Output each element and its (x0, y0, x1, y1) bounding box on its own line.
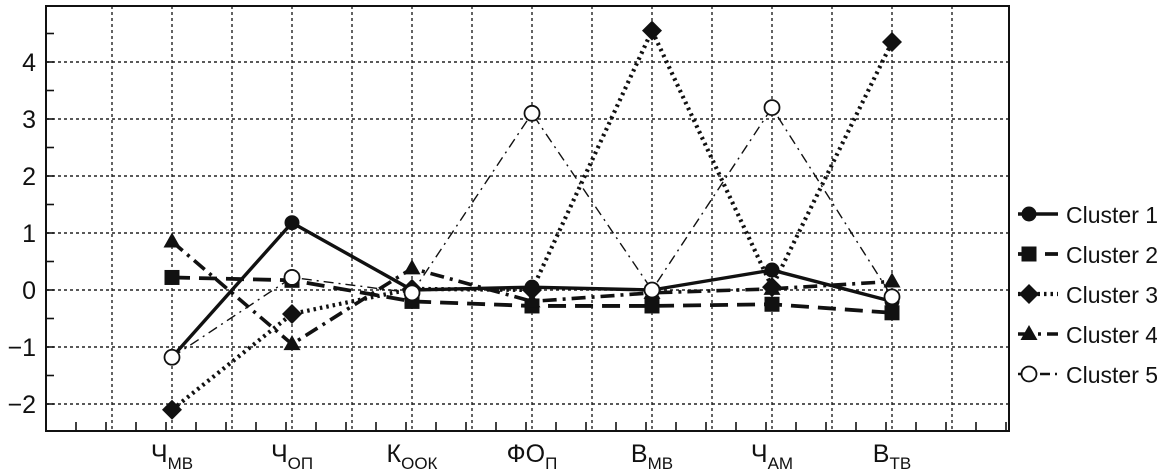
marker-circle-open (883, 288, 901, 306)
legend-label: Cluster 5 (1066, 362, 1157, 388)
y-tick-label: 2 (22, 163, 36, 191)
marker-circle-open (163, 348, 181, 366)
marker-circle (284, 215, 300, 231)
legend-item: Cluster 2 (1018, 242, 1157, 268)
legend-item: Cluster 1 (1018, 202, 1157, 228)
marker-triangle (163, 232, 181, 248)
marker-diamond (162, 399, 182, 420)
marker-diamond (1019, 284, 1039, 304)
y-tick-label: −1 (7, 334, 36, 362)
series-5 (163, 99, 901, 366)
x-tick-label: ЧАМ (751, 440, 793, 472)
y-axis-tick-labels: −2 −1 0 1 2 3 4 (7, 49, 36, 419)
marker-circle-open (403, 284, 421, 302)
marker-triangle (763, 279, 781, 295)
marker-circle-open (283, 269, 301, 286)
marker-triangle (1020, 325, 1038, 340)
marker-square (1021, 246, 1037, 262)
legend-label: Cluster 4 (1066, 322, 1157, 348)
plot-frame (45, 5, 1010, 432)
y-tick-label: 4 (22, 49, 36, 77)
marker-circle-open (523, 104, 541, 122)
y-tick-label: 1 (22, 220, 36, 248)
marker-triangle (283, 335, 301, 351)
marker-triangle (883, 272, 901, 288)
marker-square (884, 305, 900, 321)
marker-square (164, 269, 180, 285)
marker-square (764, 296, 780, 312)
y-tick-label: −2 (7, 391, 36, 419)
legend-label: Cluster 2 (1066, 242, 1157, 268)
x-tick-label: ФОП (507, 440, 558, 472)
marker-circle (1021, 206, 1037, 222)
marker-diamond (642, 20, 662, 41)
marker-circle (764, 262, 780, 278)
marker-circle-open (763, 99, 781, 116)
y-tick-label: 0 (22, 277, 36, 305)
series-line (170, 28, 894, 412)
legend-item: Cluster 4 (1018, 322, 1157, 348)
y-tick-label: 3 (22, 106, 36, 134)
series (162, 20, 902, 420)
x-tick-label: ВТВ (873, 440, 911, 472)
marker-circle-open (643, 281, 661, 299)
x-tick-label: ВМВ (631, 440, 673, 472)
legend-item: Cluster 5 (1018, 362, 1157, 388)
x-tick-label: ЧМВ (151, 440, 193, 472)
legend-item: Cluster 3 (1018, 282, 1157, 308)
x-tick-label: ЧОП (271, 440, 313, 472)
grid (46, 6, 1009, 431)
marker-diamond (282, 303, 302, 324)
marker-square (644, 298, 660, 314)
marker-triangle (403, 259, 421, 275)
legend: Cluster 1 Cluster 2 Cluster 3 Cluster 4 Clus… (1018, 202, 1157, 388)
legend-label: Cluster 3 (1066, 282, 1157, 308)
marker-diamond (522, 280, 542, 300)
axis-ticks (46, 32, 1007, 431)
x-axis-tick-labels: ЧМВ ЧОП КООК ФОП ВМВ ЧАМ ВТВ (151, 440, 911, 472)
marker-triangle (523, 292, 541, 308)
legend-label: Cluster 1 (1066, 202, 1157, 228)
marker-diamond (882, 32, 902, 53)
marker-circle-open (1020, 365, 1038, 383)
x-tick-label: КООК (387, 440, 438, 472)
